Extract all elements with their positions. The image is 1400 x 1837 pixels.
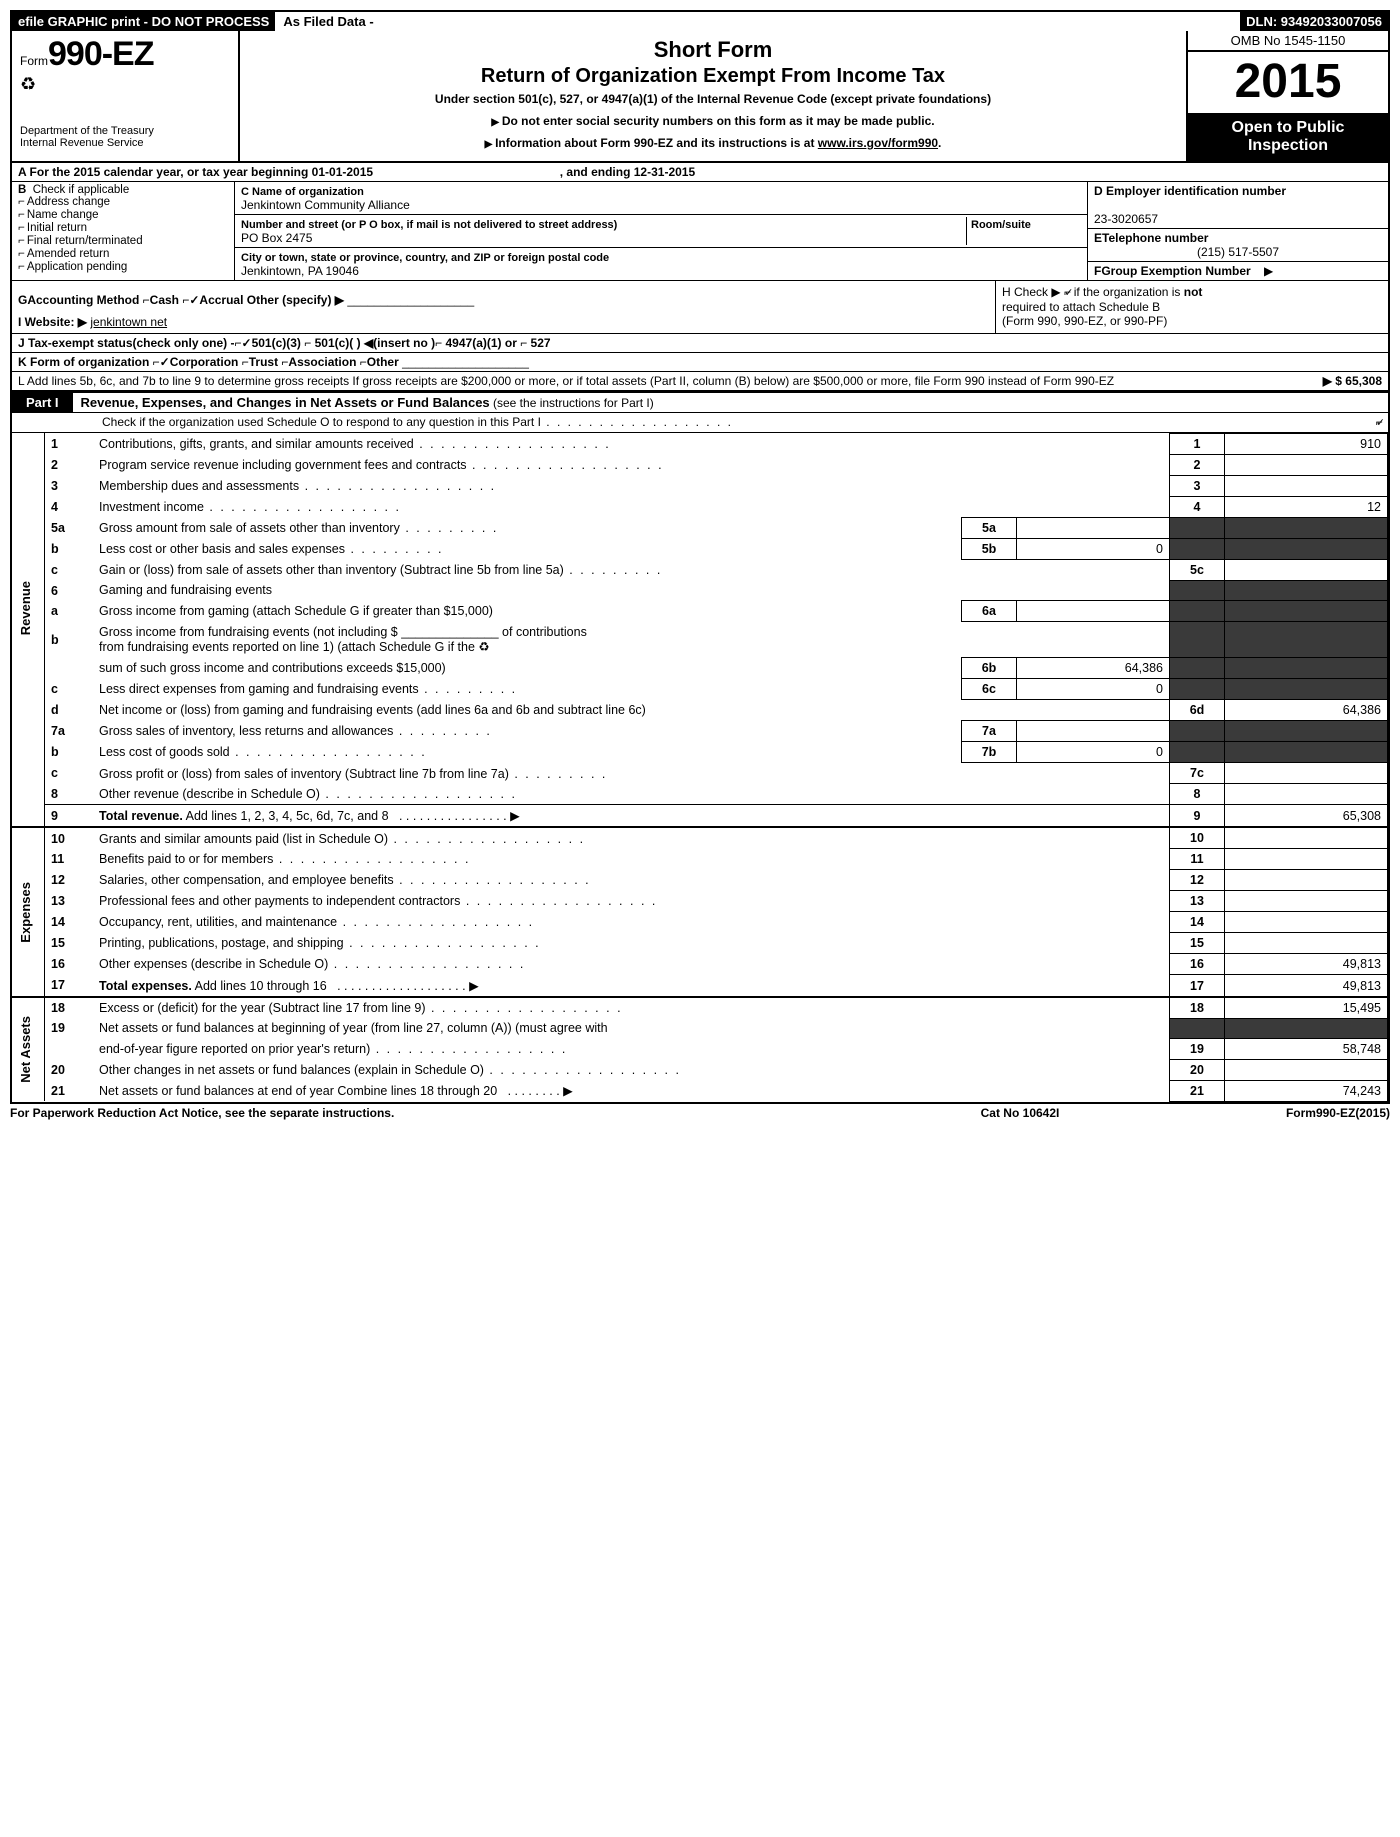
header-right: OMB No 1545-1150 2015 Open to Public Ins… bbox=[1186, 31, 1388, 161]
side-revenue: Revenue bbox=[12, 433, 45, 784]
top-bar: efile GRAPHIC print - DO NOT PROCESS As … bbox=[12, 12, 1388, 31]
open-public-1: Open to Public bbox=[1192, 119, 1384, 137]
line-19-value: 58,748 bbox=[1225, 1038, 1388, 1059]
side-expenses: Expenses bbox=[12, 827, 45, 997]
line-17-value: 49,813 bbox=[1225, 975, 1388, 997]
box-def: D Employer identification number 23-3020… bbox=[1087, 182, 1388, 280]
footer-form: Form990-EZ(2015) bbox=[1170, 1106, 1390, 1120]
line-6d-value: 64,386 bbox=[1225, 700, 1388, 721]
city-state-zip: Jenkintown, PA 19046 bbox=[241, 264, 359, 278]
tax-year: 2015 bbox=[1188, 52, 1388, 113]
phone: (215) 517-5507 bbox=[1094, 245, 1382, 259]
footer: For Paperwork Reduction Act Notice, see … bbox=[10, 1104, 1390, 1122]
org-name: Jenkintown Community Alliance bbox=[241, 198, 410, 212]
dln-label: DLN: 93492033007056 bbox=[1240, 12, 1388, 31]
line-6c-value: 0 bbox=[1017, 679, 1170, 700]
form-prefix: Form bbox=[20, 54, 48, 68]
line-5a-value bbox=[1017, 517, 1170, 538]
recycle-icon: ♻ bbox=[20, 74, 230, 95]
line-5c-value bbox=[1225, 559, 1388, 580]
subtitle: Under section 501(c), 527, or 4947(a)(1)… bbox=[250, 92, 1176, 106]
line-16-value: 49,813 bbox=[1225, 954, 1388, 975]
row-gh: GAccounting Method ⌐Cash ⌐✓Accrual Other… bbox=[12, 281, 1388, 334]
dept-treasury: Department of the Treasury bbox=[20, 125, 230, 137]
chk-address-change[interactable]: Address change bbox=[18, 196, 228, 209]
box-h: H Check ▶ if the organization is not req… bbox=[995, 281, 1388, 333]
line-5b-value: 0 bbox=[1017, 538, 1170, 559]
line-2-value bbox=[1225, 454, 1388, 475]
lines-table: Revenue 1 Contributions, gifts, grants, … bbox=[12, 433, 1388, 1102]
line-18-value: 15,495 bbox=[1225, 997, 1388, 1019]
form-number: 990-EZ bbox=[48, 35, 154, 73]
dept-irs: Internal Revenue Service bbox=[20, 137, 230, 149]
website-link[interactable]: jenkintown net bbox=[90, 315, 167, 329]
line-8-value bbox=[1225, 784, 1388, 805]
chk-application-pending[interactable]: Application pending bbox=[18, 261, 228, 274]
street-address: PO Box 2475 bbox=[241, 231, 312, 245]
header-middle: Short Form Return of Organization Exempt… bbox=[240, 31, 1186, 161]
line-3-value bbox=[1225, 475, 1388, 496]
line-12-value bbox=[1225, 870, 1388, 891]
as-filed-label: As Filed Data - bbox=[277, 12, 381, 31]
chk-name-change[interactable]: Name change bbox=[18, 209, 228, 222]
footer-cat: Cat No 10642I bbox=[870, 1106, 1170, 1120]
chk-schedule-o[interactable] bbox=[1342, 415, 1382, 430]
line-20-value bbox=[1225, 1059, 1388, 1080]
line-9-value: 65,308 bbox=[1225, 805, 1388, 828]
gross-receipts: ▶ $ 65,308 bbox=[1202, 374, 1382, 388]
header-left: Form990-EZ ♻ Department of the Treasury … bbox=[12, 31, 240, 161]
line-10-value bbox=[1225, 827, 1388, 849]
line-4-value: 12 bbox=[1225, 496, 1388, 517]
efile-label: efile GRAPHIC print - DO NOT PROCESS bbox=[12, 12, 277, 31]
line-13-value bbox=[1225, 891, 1388, 912]
line-7b-value: 0 bbox=[1017, 742, 1170, 763]
row-a: A For the 2015 calendar year, or tax yea… bbox=[12, 163, 1388, 182]
box-c: C Name of organization Jenkintown Commun… bbox=[235, 182, 1087, 280]
irs-link[interactable]: www.irs.gov/form990 bbox=[818, 136, 938, 150]
chk-initial-return[interactable]: Initial return bbox=[18, 222, 228, 235]
footer-notice: For Paperwork Reduction Act Notice, see … bbox=[10, 1106, 870, 1120]
row-j: J Tax-exempt status(check only one) -⌐✓5… bbox=[12, 334, 1388, 353]
part-1-header: Part I Revenue, Expenses, and Changes in… bbox=[12, 391, 1388, 413]
note-ssn: Do not enter social security numbers on … bbox=[250, 114, 1176, 128]
row-k: K Form of organization ⌐✓Corporation ⌐Tr… bbox=[12, 353, 1388, 372]
chk-amended-return[interactable]: Amended return bbox=[18, 248, 228, 261]
box-b: B Check if applicable Address change Nam… bbox=[12, 182, 235, 280]
line-6b-desc: Gross income from fundraising events (no… bbox=[93, 622, 1170, 658]
line-14-value bbox=[1225, 912, 1388, 933]
section-bcdef: B Check if applicable Address change Nam… bbox=[12, 182, 1388, 281]
line-1-value: 910 bbox=[1225, 433, 1388, 454]
title-short-form: Short Form bbox=[250, 37, 1176, 63]
form-container: efile GRAPHIC print - DO NOT PROCESS As … bbox=[10, 10, 1390, 1104]
line-7c-value bbox=[1225, 763, 1388, 784]
header: Form990-EZ ♻ Department of the Treasury … bbox=[12, 31, 1388, 163]
open-public-2: Inspection bbox=[1192, 137, 1384, 155]
line-6a-value bbox=[1017, 601, 1170, 622]
title-return: Return of Organization Exempt From Incom… bbox=[250, 65, 1176, 88]
line-7a-value bbox=[1017, 721, 1170, 742]
line-6b-value: 64,386 bbox=[1017, 658, 1170, 679]
line-15-value bbox=[1225, 933, 1388, 954]
line-11-value bbox=[1225, 849, 1388, 870]
chk-final-return[interactable]: Final return/terminated bbox=[18, 235, 228, 248]
accounting-method: GAccounting Method ⌐Cash ⌐✓Accrual Other… bbox=[18, 293, 344, 307]
note-info-pre: Information about Form 990-EZ and its in… bbox=[495, 136, 818, 150]
line-21-value: 74,243 bbox=[1225, 1080, 1388, 1101]
side-net-assets: Net Assets bbox=[12, 997, 45, 1102]
ein: 23-3020657 bbox=[1094, 212, 1158, 226]
row-l: L Add lines 5b, 6c, and 7b to line 9 to … bbox=[12, 372, 1388, 391]
omb-number: OMB No 1545-1150 bbox=[1188, 31, 1388, 52]
